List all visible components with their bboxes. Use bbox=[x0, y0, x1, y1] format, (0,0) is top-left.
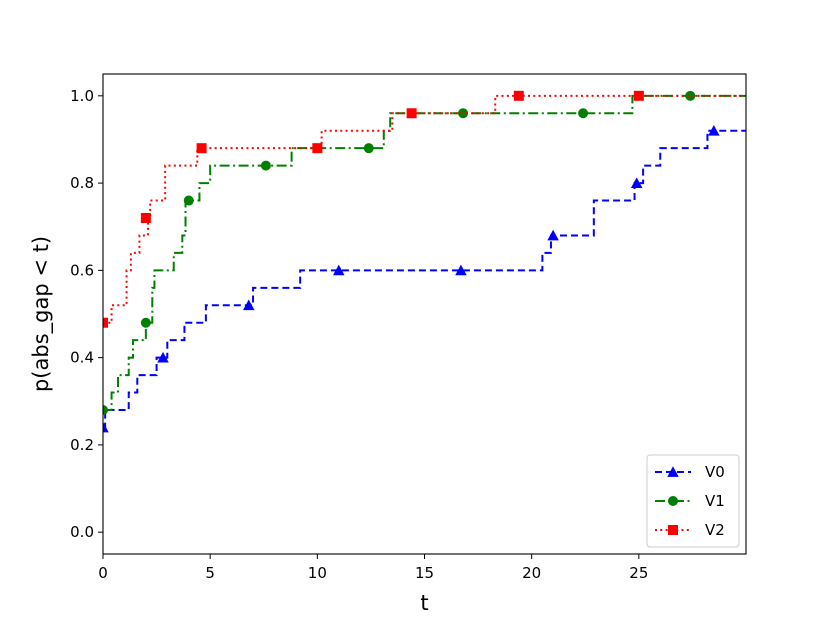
x-tick-label: 20 bbox=[522, 564, 541, 582]
data-point-v1 bbox=[103, 405, 108, 415]
y-tick-label: 0.6 bbox=[70, 261, 94, 279]
y-tick-label: 0.2 bbox=[70, 436, 94, 454]
series-line-v2 bbox=[103, 94, 746, 324]
ticks-layer: 0 5 10 15 20 25 0.0 0.2 0.4 0.6 0.8 1.0 bbox=[70, 87, 648, 582]
legend-label: V1 bbox=[705, 492, 725, 510]
legend-marker bbox=[667, 466, 679, 477]
x-tick-label: 15 bbox=[415, 564, 434, 582]
y-tick-label: 0.0 bbox=[70, 523, 94, 541]
y-tick-label: 0.8 bbox=[70, 174, 94, 192]
data-point-v1 bbox=[685, 90, 696, 101]
x-tick-label: 25 bbox=[629, 564, 648, 582]
data-point-v0 bbox=[708, 124, 720, 136]
data-point-v1 bbox=[578, 108, 589, 119]
legend-box bbox=[646, 454, 740, 548]
data-point-v2 bbox=[196, 143, 207, 154]
y-tick-label: 1.0 bbox=[70, 87, 94, 105]
y-axis-label: p(abs_gap < t) bbox=[29, 236, 54, 392]
legend-label: V0 bbox=[705, 463, 725, 481]
data-point-v0 bbox=[157, 351, 169, 363]
x-tick-label: 5 bbox=[205, 564, 215, 582]
legend-label: V2 bbox=[705, 521, 725, 539]
data-point-v1 bbox=[140, 317, 151, 328]
y-tick-label: 0.4 bbox=[70, 349, 94, 367]
series-layer bbox=[103, 90, 746, 433]
data-point-v0 bbox=[630, 177, 643, 188]
data-point-v1 bbox=[260, 160, 271, 171]
x-tick-label: 10 bbox=[308, 564, 327, 582]
data-point-v1 bbox=[183, 195, 194, 206]
series-v2 bbox=[103, 90, 746, 328]
legend-item-v1: V1 bbox=[655, 492, 725, 510]
legend-marker bbox=[668, 525, 678, 535]
data-point-v1 bbox=[363, 143, 374, 154]
series-v0 bbox=[103, 124, 746, 433]
data-point-v2 bbox=[312, 143, 323, 154]
data-point-v2 bbox=[633, 90, 644, 101]
data-point-v2 bbox=[406, 108, 417, 119]
legend: V0 V1 V2 bbox=[646, 454, 740, 548]
data-point-v2 bbox=[103, 317, 108, 328]
series-line-v0 bbox=[103, 129, 746, 429]
data-point-v2 bbox=[513, 90, 524, 101]
data-point-v2 bbox=[140, 213, 151, 223]
data-point-v0 bbox=[547, 229, 559, 241]
data-point-v0 bbox=[103, 421, 109, 433]
data-point-v1 bbox=[458, 108, 469, 119]
series-line-v1 bbox=[103, 94, 746, 411]
x-tick-label: 0 bbox=[98, 564, 108, 582]
data-point-v0 bbox=[455, 264, 467, 276]
x-axis-label: t bbox=[420, 591, 428, 615]
data-point-v0 bbox=[242, 299, 255, 311]
data-point-v0 bbox=[333, 264, 345, 276]
legend-item-v0: V0 bbox=[655, 463, 725, 481]
legend-item-v2: V2 bbox=[655, 521, 725, 539]
series-v1 bbox=[103, 90, 746, 415]
legend-marker bbox=[668, 496, 678, 506]
